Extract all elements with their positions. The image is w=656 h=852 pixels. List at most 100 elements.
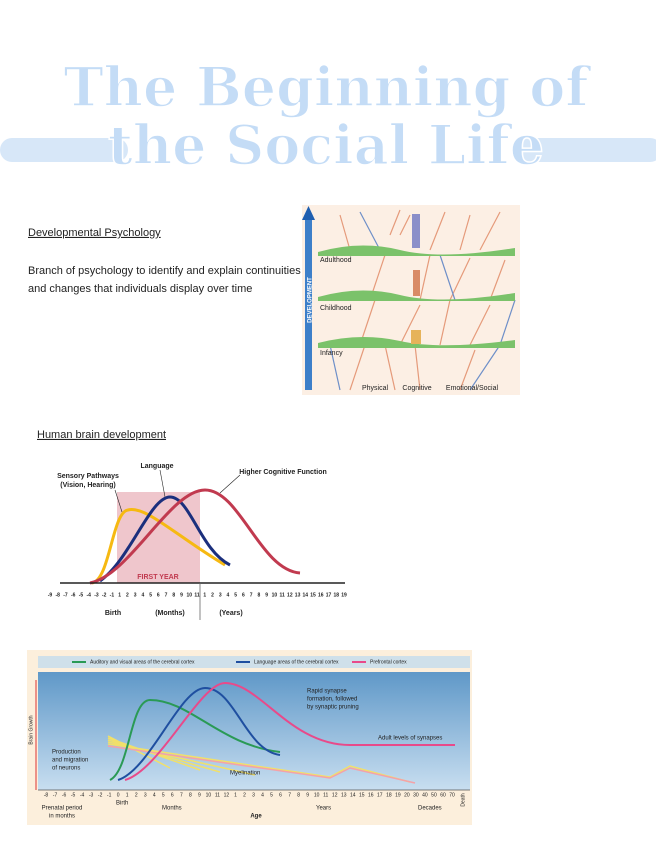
definition-text: and changes that individuals display ove… — [28, 283, 252, 295]
annotation: of neurons — [52, 766, 80, 772]
tick-label: 15 — [359, 792, 365, 798]
tick-label: 13 — [341, 792, 347, 798]
tick-label: 3 — [134, 592, 137, 598]
tick-label: 9 — [306, 792, 309, 798]
axis-label: DEVELOPMENT — [308, 277, 314, 323]
title-bar-right — [512, 138, 656, 162]
tick-label: 5 — [234, 592, 237, 598]
tick-label: 14 — [350, 792, 356, 798]
annotation: by synaptic pruning — [307, 705, 359, 711]
legend-label: Language areas of the cerebral cortex — [254, 659, 339, 665]
tick-label: 7 — [288, 792, 291, 798]
tick-label: 11 — [194, 592, 200, 598]
tick-label: 11 — [215, 792, 220, 798]
tick-label: 19 — [341, 592, 347, 598]
tick-label: 12 — [287, 592, 293, 598]
tick-label: 10 — [272, 592, 278, 598]
tick-label: 1 — [203, 592, 206, 598]
x-axis-label: Age — [250, 814, 262, 820]
tick-label: 11 — [279, 592, 285, 598]
tick-label: 14 — [303, 592, 309, 598]
stage-label: Adulthood — [320, 257, 352, 264]
tick-label: 13 — [295, 592, 301, 598]
annotation: formation, followed — [307, 697, 357, 703]
tick-label: 20 — [404, 792, 410, 798]
tick-label: 30 — [413, 792, 419, 798]
legend-label: Prefrontal cortex — [370, 659, 407, 665]
domain-label: Physical — [362, 385, 389, 392]
tick-label: 8 — [297, 792, 300, 798]
term: Developmental Psychology — [28, 227, 161, 239]
domain-label: Emotional/Social — [446, 385, 499, 392]
tick-label: -7 — [53, 792, 58, 798]
tick-label: -8 — [56, 592, 61, 598]
axis-label: (Months) — [155, 610, 185, 617]
curve-label: Sensory Pathways — [57, 473, 119, 480]
group-label: Months — [162, 806, 182, 812]
tick-label: 6 — [279, 792, 282, 798]
tick-label: 8 — [189, 792, 192, 798]
tick-label: 7 — [250, 592, 253, 598]
tick-label: 1 — [234, 792, 237, 798]
annotation: Myelination — [230, 771, 260, 777]
tick-label: 8 — [172, 592, 175, 598]
tick-label: 15 — [310, 592, 316, 598]
definition-text: Branch of psychology to identify and exp… — [28, 265, 301, 277]
group-label: Years — [316, 806, 331, 812]
tick-label: -5 — [71, 792, 76, 798]
tick-label: 5 — [149, 592, 152, 598]
tick-label: -6 — [62, 792, 67, 798]
tick-label: -2 — [98, 792, 103, 798]
tick-label: 60 — [440, 792, 446, 798]
tick-label: 10 — [206, 792, 212, 798]
tick-label: -4 — [86, 592, 91, 598]
tick-label: 16 — [368, 792, 374, 798]
tick-label: 10 — [314, 792, 320, 798]
tick-label: 3 — [252, 792, 255, 798]
tick-label: 7 — [165, 592, 168, 598]
tick-label: 2 — [243, 792, 246, 798]
tick-label: 18 — [333, 592, 339, 598]
tick-label: 4 — [141, 592, 144, 598]
tick-label: 9 — [265, 592, 268, 598]
tick-label: -3 — [94, 592, 99, 598]
curve-label: Language — [140, 463, 173, 470]
title-line: the Social Life — [108, 113, 544, 177]
curve-label: (Vision, Hearing) — [60, 482, 116, 489]
band-label: FIRST YEAR — [137, 574, 179, 581]
tick-label: 17 — [326, 592, 332, 598]
annotation: Rapid synapse — [307, 689, 347, 695]
tick-label: 4 — [227, 592, 230, 598]
annotation: Production — [52, 750, 81, 756]
tick-label: 2 — [126, 592, 129, 598]
group-label: Death — [460, 793, 466, 807]
tick-label: -9 — [48, 592, 53, 598]
tick-label: 5 — [270, 792, 273, 798]
tick-label: 1 — [126, 792, 129, 798]
tick-label: 16 — [318, 592, 324, 598]
tick-label: -4 — [80, 792, 85, 798]
tick-label: 9 — [180, 592, 183, 598]
tick-label: 18 — [386, 792, 392, 798]
tick-label: 4 — [261, 792, 264, 798]
axis-label: Birth — [105, 610, 121, 617]
y-axis-label: Brain Growth — [28, 715, 34, 744]
tick-label: 1 — [118, 592, 121, 598]
tick-label: 2 — [135, 792, 138, 798]
tick-label: 3 — [144, 792, 147, 798]
tick-label: 70 — [449, 792, 455, 798]
domain-label: Cognitive — [402, 385, 431, 392]
tick-label: 7 — [180, 792, 183, 798]
tick-label: 10 — [186, 592, 192, 598]
group-label: Birth — [116, 801, 128, 807]
tick-label: 50 — [431, 792, 437, 798]
group-label: Decades — [418, 806, 442, 812]
tick-label: 6 — [242, 592, 245, 598]
tick-label: 11 — [323, 792, 328, 798]
prenatal-label: Prenatal period — [42, 806, 83, 812]
tick-label: 4 — [153, 792, 156, 798]
tick-label: -1 — [107, 792, 112, 798]
tick-label: 6 — [157, 592, 160, 598]
tick-label: 12 — [224, 792, 230, 798]
